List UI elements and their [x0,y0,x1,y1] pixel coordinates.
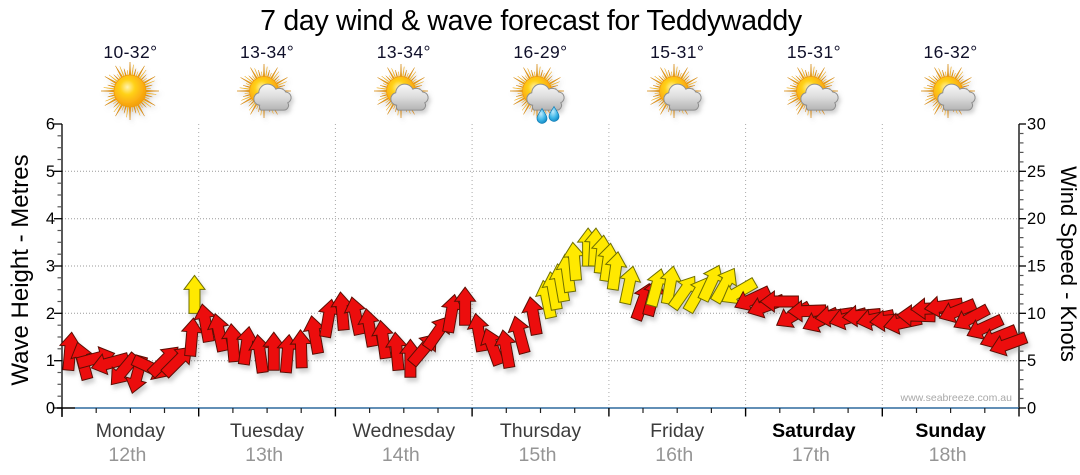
svg-text:13-34°: 13-34° [240,42,294,62]
svg-text:25: 25 [1027,163,1046,181]
svg-text:14th: 14th [382,444,420,466]
svg-text:16-32°: 16-32° [924,42,978,62]
svg-text:5: 5 [1027,352,1037,370]
svg-text:Monday: Monday [96,420,166,442]
svg-text:Tuesday: Tuesday [230,420,304,442]
svg-text:17th: 17th [792,444,830,466]
svg-text:Thursday: Thursday [500,420,582,442]
svg-text:16th: 16th [655,444,693,466]
svg-text:1: 1 [46,352,55,370]
svg-text:16-29°: 16-29° [513,42,567,62]
svg-text:15th: 15th [519,444,557,466]
svg-text:Friday: Friday [650,420,704,442]
svg-text:10-32°: 10-32° [103,42,157,62]
svg-text:0: 0 [1027,400,1037,418]
svg-text:0: 0 [46,400,55,418]
svg-text:10: 10 [1027,305,1046,323]
svg-text:Wednesday: Wednesday [352,420,455,442]
svg-text:7 day wind & wave forecast for: 7 day wind & wave forecast for Teddywadd… [260,5,803,37]
svg-text:30: 30 [1027,116,1046,134]
svg-text:15: 15 [1027,258,1046,276]
svg-text:Saturday: Saturday [772,420,856,442]
svg-text:13th: 13th [245,444,283,466]
svg-text:Sunday: Sunday [915,420,986,442]
svg-text:5: 5 [46,163,55,181]
svg-text:2: 2 [46,305,55,323]
svg-text:15-31°: 15-31° [650,42,704,62]
svg-text:3: 3 [46,258,55,276]
svg-text:www.seabreeze.com.au: www.seabreeze.com.au [900,392,1013,404]
svg-text:Wind Speed - Knots: Wind Speed - Knots [1056,166,1080,362]
svg-text:6: 6 [46,116,55,134]
svg-text:20: 20 [1027,210,1046,228]
svg-text:12th: 12th [108,444,146,466]
svg-text:Wave Height - Metres: Wave Height - Metres [7,154,34,385]
svg-text:13-34°: 13-34° [377,42,431,62]
svg-text:18th: 18th [929,444,967,466]
svg-text:4: 4 [46,210,55,228]
svg-text:15-31°: 15-31° [787,42,841,62]
